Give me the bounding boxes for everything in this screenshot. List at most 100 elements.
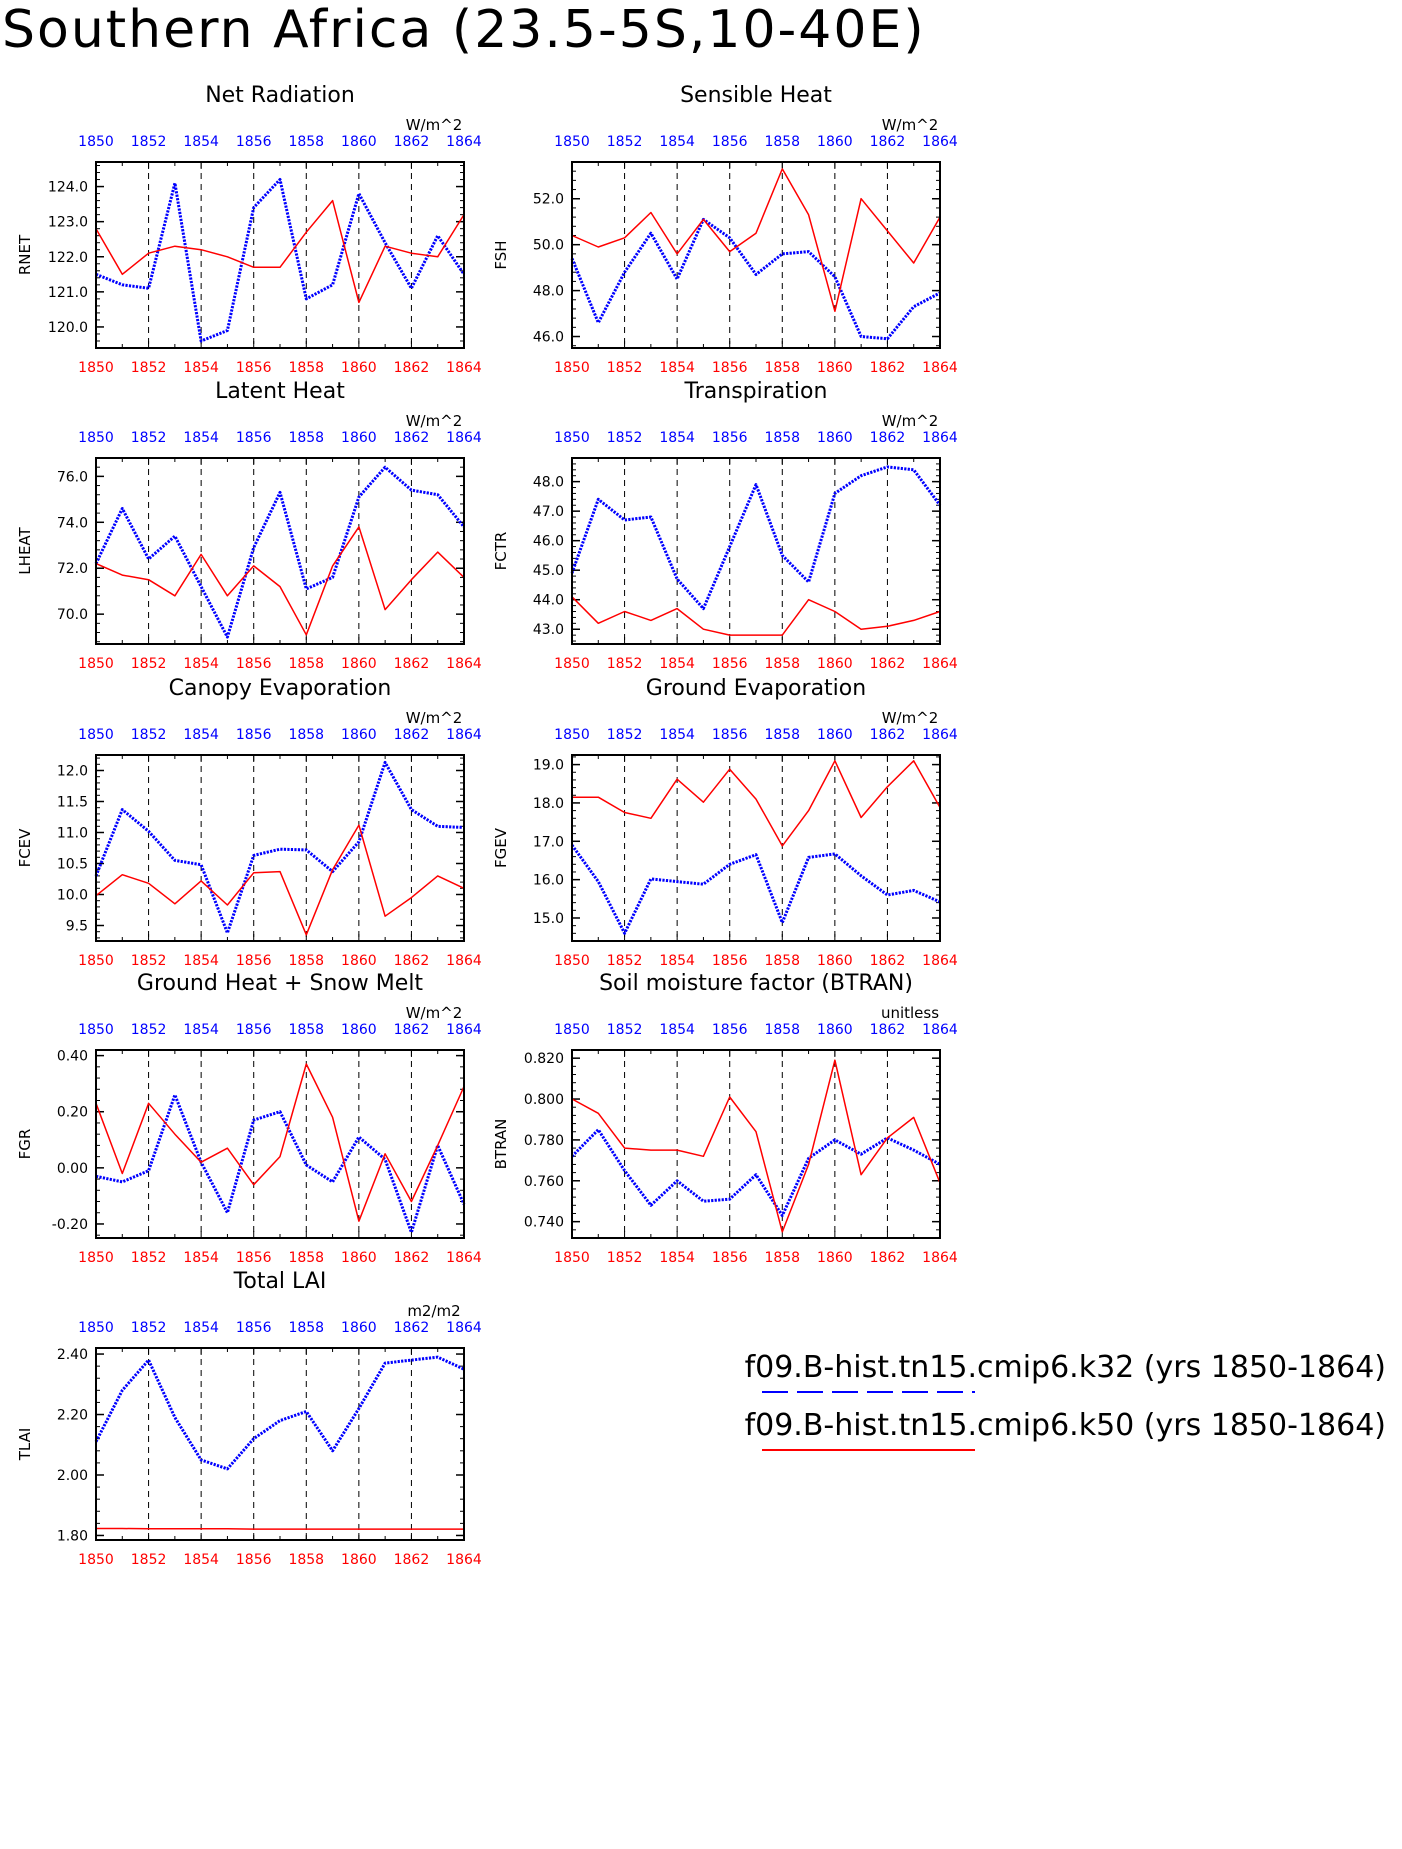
series-line-k32 bbox=[94, 1355, 465, 1471]
x-tick-label-top: 1854 bbox=[183, 1320, 219, 1336]
chart-title: Sensible Heat bbox=[680, 83, 832, 108]
x-tick-label-bottom: 1850 bbox=[78, 953, 114, 969]
x-tick-label-bottom: 1852 bbox=[607, 1250, 643, 1266]
units-label: W/m^2 bbox=[406, 412, 463, 430]
x-tick-label-top: 1858 bbox=[764, 727, 800, 743]
y-tick-label: 9.5 bbox=[66, 919, 88, 935]
x-tick-label-top: 1854 bbox=[659, 430, 695, 446]
y-tick-label: 10.0 bbox=[57, 888, 88, 904]
x-tick-label-top: 1860 bbox=[817, 430, 853, 446]
x-tick-label-top: 1858 bbox=[764, 1022, 800, 1038]
chart-title: Ground Heat + Snow Melt bbox=[137, 971, 424, 996]
y-tick-label: 0.20 bbox=[57, 1105, 88, 1121]
x-tick-label-top: 1864 bbox=[446, 1022, 482, 1038]
x-tick-label-top: 1856 bbox=[236, 1320, 272, 1336]
chart-panel: Canopy Evaporation W/m^2 9.5 10.0 10.5 11.0 11… bbox=[16, 676, 482, 969]
x-tick-label-top: 1852 bbox=[607, 1022, 643, 1038]
x-tick-label-top: 1852 bbox=[131, 430, 167, 446]
chart-title: Ground Evaporation bbox=[646, 676, 866, 701]
y-tick-label: 0.800 bbox=[524, 1092, 564, 1108]
y-tick-label: 0.760 bbox=[524, 1174, 564, 1190]
x-tick-label-bottom: 1850 bbox=[554, 656, 590, 672]
x-tick-label-bottom: 1860 bbox=[341, 360, 377, 376]
x-tick-label-bottom: 1862 bbox=[870, 953, 906, 969]
y-axis-label: FSH bbox=[492, 240, 510, 269]
chart-panel: Ground Heat + Snow Melt W/m^2 -0.20 0.00 0.2… bbox=[16, 971, 482, 1266]
y-tick-label: 16.0 bbox=[533, 873, 564, 889]
chart-panel: Latent Heat W/m^2 70.0 72.0 74.0 76.0 1850 1850… bbox=[16, 379, 482, 672]
x-tick-label-top: 1862 bbox=[394, 134, 430, 150]
x-tick-label-top: 1854 bbox=[183, 1022, 219, 1038]
x-tick-label-bottom: 1852 bbox=[131, 360, 167, 376]
x-tick-label-top: 1860 bbox=[817, 134, 853, 150]
y-tick-label: 46.0 bbox=[533, 330, 564, 346]
x-tick-label-bottom: 1864 bbox=[922, 656, 958, 672]
x-tick-label-top: 1858 bbox=[764, 430, 800, 446]
x-tick-label-top: 1854 bbox=[183, 134, 219, 150]
y-tick-label: 124.0 bbox=[48, 180, 88, 196]
x-tick-label-bottom: 1854 bbox=[659, 1250, 695, 1266]
chart-title: Transpiration bbox=[684, 379, 828, 404]
x-tick-label-top: 1862 bbox=[870, 727, 906, 743]
x-tick-label-bottom: 1862 bbox=[394, 656, 430, 672]
y-tick-label: 11.5 bbox=[57, 795, 88, 811]
plot-frame bbox=[95, 1049, 465, 1239]
units-label: W/m^2 bbox=[882, 709, 939, 727]
x-tick-label-top: 1856 bbox=[712, 1022, 748, 1038]
x-tick-label-bottom: 1864 bbox=[922, 1250, 958, 1266]
units-label: W/m^2 bbox=[882, 412, 939, 430]
y-tick-label: 50.0 bbox=[533, 238, 564, 254]
x-tick-label-bottom: 1858 bbox=[288, 360, 324, 376]
x-tick-label-bottom: 1864 bbox=[446, 953, 482, 969]
series-line-k32 bbox=[94, 465, 466, 639]
x-tick-label-top: 1862 bbox=[870, 134, 906, 150]
y-axis-label: FCTR bbox=[492, 532, 510, 571]
x-tick-label-top: 1852 bbox=[131, 727, 167, 743]
x-tick-label-top: 1862 bbox=[394, 430, 430, 446]
y-tick-label: 15.0 bbox=[533, 911, 564, 927]
x-tick-label-bottom: 1856 bbox=[712, 1250, 748, 1266]
x-tick-label-top: 1864 bbox=[922, 134, 958, 150]
x-tick-label-bottom: 1850 bbox=[78, 360, 114, 376]
y-tick-label: 76.0 bbox=[57, 469, 88, 485]
x-tick-label-bottom: 1852 bbox=[607, 953, 643, 969]
x-tick-label-top: 1860 bbox=[817, 727, 853, 743]
x-tick-label-bottom: 1864 bbox=[446, 656, 482, 672]
plot-frame bbox=[95, 1347, 465, 1541]
x-tick-label-top: 1860 bbox=[341, 134, 377, 150]
x-tick-label-top: 1850 bbox=[78, 430, 114, 446]
y-tick-label: 0.740 bbox=[524, 1215, 564, 1231]
x-tick-label-bottom: 1850 bbox=[78, 1250, 114, 1266]
plot-frame bbox=[571, 754, 941, 942]
x-tick-label-top: 1862 bbox=[870, 1022, 906, 1038]
x-tick-label-top: 1854 bbox=[183, 430, 219, 446]
x-tick-label-bottom: 1854 bbox=[183, 953, 219, 969]
x-tick-label-top: 1852 bbox=[131, 1022, 167, 1038]
x-tick-label-top: 1852 bbox=[607, 430, 643, 446]
units-label: m2/m2 bbox=[407, 1302, 460, 1320]
series-line-k50 bbox=[571, 168, 941, 313]
y-tick-label: 18.0 bbox=[533, 796, 564, 812]
x-tick-label-top: 1852 bbox=[131, 1320, 167, 1336]
series-line-k50 bbox=[96, 1527, 464, 1530]
y-axis-label: BTRAN bbox=[492, 1119, 510, 1170]
x-tick-label-bottom: 1864 bbox=[446, 1552, 482, 1568]
x-tick-label-bottom: 1852 bbox=[131, 656, 167, 672]
series-line-k50 bbox=[95, 1063, 465, 1222]
y-axis-label: RNET bbox=[16, 234, 34, 275]
y-tick-label: 10.5 bbox=[57, 857, 88, 873]
y-tick-label: 2.20 bbox=[57, 1408, 88, 1424]
x-tick-label-bottom: 1858 bbox=[288, 1552, 324, 1568]
x-tick-label-bottom: 1852 bbox=[607, 360, 643, 376]
series-line-k50 bbox=[95, 526, 465, 636]
units-label: W/m^2 bbox=[406, 1004, 463, 1022]
y-tick-label: 122.0 bbox=[48, 250, 88, 266]
x-tick-label-bottom: 1852 bbox=[131, 1552, 167, 1568]
x-tick-label-bottom: 1854 bbox=[183, 1250, 219, 1266]
x-tick-label-bottom: 1858 bbox=[288, 1250, 324, 1266]
x-tick-label-bottom: 1862 bbox=[394, 1250, 430, 1266]
series-line-k32 bbox=[95, 178, 466, 343]
chart-title: Net Radiation bbox=[205, 83, 355, 108]
chart-panel: Net Radiation W/m^2 120.0 121.0 122.0 123.0 12… bbox=[16, 83, 482, 376]
legend-label: f09.B-hist.tn15.cmip6.k50 (yrs 1850-1864… bbox=[745, 1408, 1386, 1443]
